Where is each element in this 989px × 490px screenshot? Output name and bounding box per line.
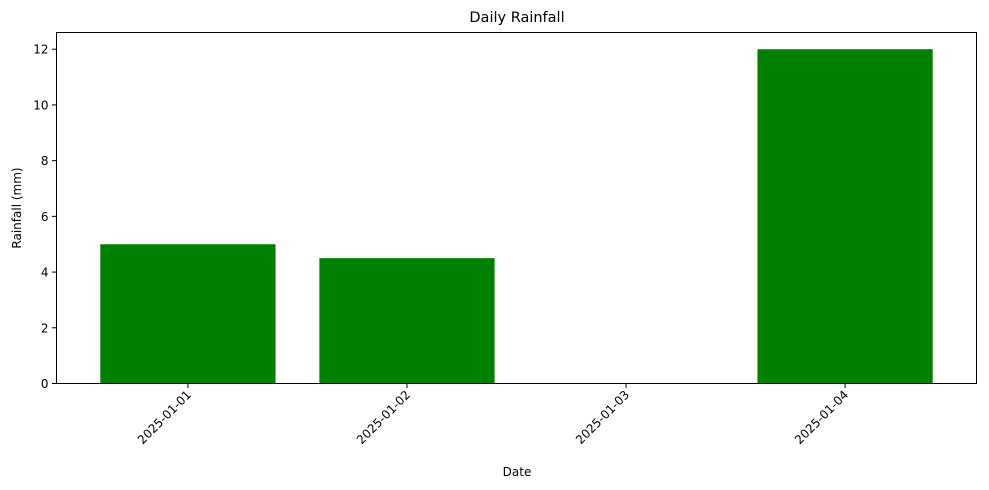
y-tick-label: 8 [41, 154, 49, 168]
y-tick-label: 6 [41, 210, 49, 224]
axes-frame [56, 32, 977, 384]
x-axis-label: Date [503, 465, 532, 479]
y-axis-label: Rainfall (mm) [10, 167, 24, 248]
x-tick-label: 2025-01-01 [135, 388, 194, 447]
x-tick-label: 2025-01-02 [354, 388, 413, 447]
x-axis-ticks: 2025-01-01 2025-01-02 2025-01-03 2025-01-04 [135, 383, 851, 447]
y-tick-label: 12 [33, 43, 48, 57]
bar-2025-01-01 [100, 244, 276, 384]
y-tick-label: 4 [41, 266, 49, 280]
y-axis-ticks: 0 2 4 6 8 10 12 [33, 43, 57, 391]
bar-2025-01-04 [757, 49, 933, 384]
x-tick-label: 2025-01-03 [573, 388, 632, 447]
y-tick-label: 10 [33, 98, 48, 112]
y-tick-label: 0 [41, 377, 49, 391]
x-tick-label: 2025-01-04 [792, 388, 851, 447]
chart-title: Daily Rainfall [469, 10, 564, 26]
bar-2025-01-02 [319, 258, 495, 384]
y-tick-label: 2 [41, 321, 49, 335]
bars-group [100, 49, 933, 384]
plot-area [56, 32, 977, 384]
